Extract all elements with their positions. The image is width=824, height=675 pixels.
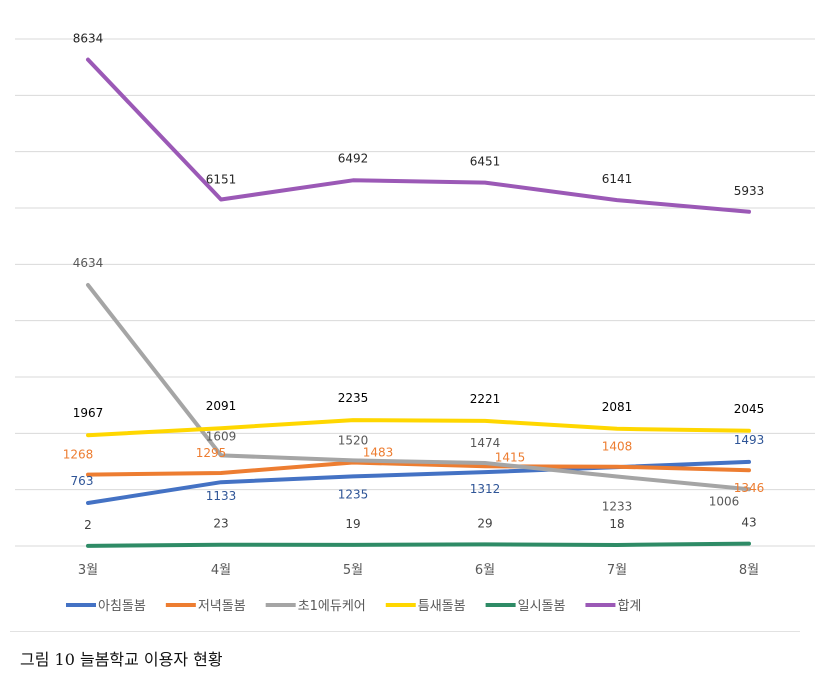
series-line-틈새돌봄 [86,418,751,438]
data-label: 1235 [338,487,369,501]
data-label: 763 [71,474,94,488]
data-label: 1493 [734,433,765,447]
data-label: 8634 [73,32,104,46]
data-label: 1520 [338,433,369,447]
data-label: 5933 [734,184,765,198]
data-label: 18 [609,517,624,531]
data-label: 1006 [709,494,740,508]
legend-label: 틈새돌봄 [418,599,466,614]
data-label: 1268 [63,448,94,462]
series-line-합계 [86,57,751,214]
data-label: 1408 [602,440,633,454]
data-label: 4634 [73,256,104,270]
data-label: 1609 [206,429,237,443]
legend-label: 합계 [617,599,641,614]
series-line-초1에듀케어 [86,283,751,492]
data-label: 1483 [363,445,394,459]
data-label: 2235 [338,391,369,405]
data-label: 1133 [206,489,237,503]
legend-label: 일시돌봄 [518,599,566,614]
data-label: 1346 [734,481,765,495]
data-label: 1233 [602,500,633,514]
data-label: 6451 [470,155,501,169]
data-label: 1474 [470,436,501,450]
x-tick-label: 7월 [607,563,627,578]
x-tick-label: 6월 [475,563,495,578]
chart-border [10,631,800,632]
legend-label: 저녁돌봄 [198,599,246,614]
data-label: 2081 [602,400,633,414]
data-label: 19 [345,517,360,531]
data-label: 29 [477,516,492,530]
data-label: 2221 [470,392,501,406]
data-label: 1312 [470,482,501,496]
figure-caption: 그림 10 늘봄학교 이용자 현황 [20,650,223,669]
x-tick-label: 8월 [739,563,759,578]
data-label: 1295 [196,446,227,460]
x-tick-label: 5월 [343,563,363,578]
x-tick-label: 4월 [211,563,231,578]
data-label: 1415 [495,450,526,464]
data-label: 23 [213,517,228,531]
data-label: 1967 [73,406,104,420]
data-label: 6151 [206,172,237,186]
series-line-일시돌봄 [86,541,751,548]
x-tick-label: 3월 [78,563,98,578]
data-label: 2045 [734,402,765,416]
data-label: 2 [84,518,92,532]
data-label: 6141 [602,172,633,186]
data-label: 2091 [206,399,237,413]
line-chart: 3월 4월 5월 6월 7월 8월 763 1133 1235 1312 1493 1268 1295 1… [15,32,815,614]
data-label: 6492 [338,151,369,165]
legend-label: 아침돌봄 [98,599,146,614]
series-line-저녁돌봄 [86,460,751,477]
legend-label: 초1에듀케어 [298,599,366,614]
data-label: 43 [741,516,756,530]
